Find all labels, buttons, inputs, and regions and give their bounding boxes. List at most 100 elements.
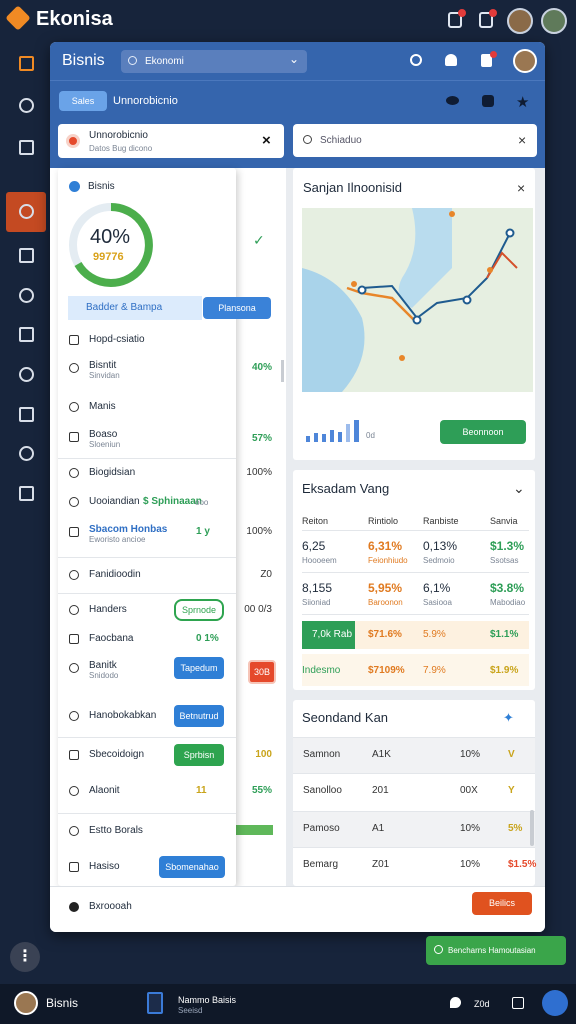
avatar[interactable] [513,49,537,73]
sidebar-icon[interactable] [19,248,34,263]
footer-icon [69,902,79,912]
map-button[interactable]: Beonnoon [440,420,526,444]
taskbar-status: Z0d [474,999,490,1009]
footer-button[interactable]: Beilics [472,892,532,915]
window-title: Bisnis [62,52,105,69]
list-cell: Z01 [372,859,390,870]
avatar[interactable] [541,8,567,34]
list-cell: Bemarg [303,859,339,870]
table-cell: 7,0k Rab [312,629,353,640]
toolbar-icon[interactable] [482,95,494,107]
sidebar-icon[interactable] [19,98,34,113]
gauge-sub: 99776 [93,251,124,263]
badge [458,9,466,17]
pin-icon[interactable]: ✦ [503,710,514,725]
chevron[interactable]: ⌄ [513,480,525,496]
item-text: Manis [89,401,116,412]
close-icon[interactable]: × [518,132,527,148]
dropdown-header: Bisnis [88,181,115,192]
close-icon[interactable]: × [517,180,526,196]
search-box[interactable] [121,50,307,73]
toast-text: Bencharns Hamoutasian [448,946,536,955]
filter-card[interactable] [58,124,284,158]
sidebar-icon[interactable] [19,486,34,501]
header-icon[interactable] [410,54,422,66]
item-button[interactable]: Sprnode [174,599,224,621]
more-button[interactable]: ⋮ [10,942,40,972]
badge [490,51,497,58]
sidebar [0,42,50,982]
item-text: Banitk [89,660,117,671]
search-text: Ekonomi [145,56,184,67]
table-header: Ranbiste [423,516,459,526]
window-footer [50,886,545,932]
mini-bar [346,424,350,442]
toolbar-icon[interactable]: ★ [516,94,530,111]
item-button[interactable]: Tapedum [174,657,224,679]
item-icon [69,634,79,644]
sidebar-icon[interactable] [19,140,34,155]
header-icon[interactable] [481,54,492,67]
notification-icon[interactable] [448,12,462,28]
check-icon: ✓ [253,232,265,248]
item-text: Alaonit [89,785,120,796]
sidebar-icon[interactable] [19,288,34,303]
map-note: 0d [366,431,375,440]
item-text: Boaso [89,429,118,440]
item-button[interactable]: Betnutrud [174,705,224,727]
mini-bar [330,430,334,442]
sales-button[interactable]: Sales [59,91,107,111]
column-value: Z0 [260,569,272,580]
close-icon[interactable]: × [262,132,271,149]
search-field[interactable] [293,124,537,157]
item-icon [69,605,79,615]
doc-icon[interactable] [147,992,163,1014]
list-row [293,737,535,774]
avatar[interactable] [507,8,533,34]
table-card [293,470,535,690]
item-sub: Eworisto ancioe [89,535,146,544]
item-button[interactable]: Sprbisn [174,744,224,766]
search-field-text: Schiaduo [320,135,362,146]
item-text: Sbacom Honbas [89,524,168,535]
list-cell: $1.5% [508,859,537,870]
item-icon [69,402,79,412]
toolbar-icon[interactable] [446,96,459,105]
map-card-title: Sanjan Ilnoonisid [303,180,403,195]
table-cell: 5,95% [368,581,403,595]
sidebar-icon[interactable] [19,407,34,422]
table-header: Rintiolo [368,516,399,526]
filter-subtitle: Datos Bug dicono [89,144,153,153]
table-sub: Mabodiao [490,598,526,607]
item-icon [69,335,79,345]
message-icon[interactable] [479,12,493,28]
separator [58,737,236,738]
dropdown-icon [69,181,80,192]
separator [58,458,236,459]
promo-button[interactable]: Plansona [203,297,271,319]
item-button[interactable]: Sbomenahao [159,856,225,878]
gauge-label: 40% [90,226,131,248]
avatar[interactable] [14,991,38,1015]
item-text: Biogidsian [89,467,136,478]
item-sub: Sloeniun [89,440,121,449]
table-cell: $71.6% [368,629,402,640]
taskbar-icon[interactable] [512,997,524,1009]
sidebar-icon[interactable] [19,446,34,461]
toast[interactable] [426,936,566,965]
sidebar-icon[interactable] [19,367,34,382]
sidebar-icon[interactable] [19,327,34,342]
taskbar-user: Bisnis [46,996,79,1010]
sidebar-icon[interactable] [19,56,34,71]
taskbar-doc-sub: Seeisd [178,1006,203,1015]
item-icon [69,432,79,442]
list-cell: Sanolloo [303,785,342,796]
sidebar-icon[interactable] [19,204,34,219]
taskbar-icon[interactable] [450,997,461,1008]
header-icon[interactable] [445,54,457,66]
taskbar-button[interactable] [542,990,568,1016]
mini-bar [338,432,342,442]
mini-bar [322,434,326,442]
item-extra: ooo [195,498,209,507]
item-text: Uooiandian [89,496,140,507]
